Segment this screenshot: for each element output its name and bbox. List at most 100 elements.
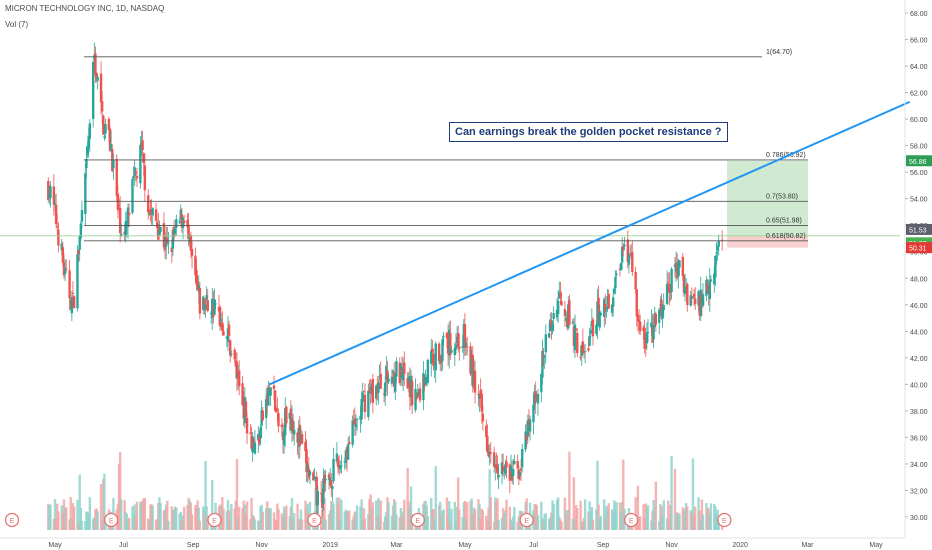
candle-body <box>253 442 257 454</box>
candle-body <box>637 319 641 323</box>
candle-body <box>701 294 705 306</box>
trendline[interactable] <box>269 100 911 386</box>
candle-body <box>124 220 127 237</box>
candle-body <box>133 167 136 176</box>
candle-body <box>178 221 181 223</box>
earnings-marker[interactable]: E <box>207 512 222 528</box>
volume-bar <box>646 505 650 530</box>
candle-body <box>87 135 90 149</box>
candle-body <box>293 429 296 435</box>
volume-bar <box>323 498 326 530</box>
volume-bar <box>615 501 618 530</box>
earnings-marker[interactable]: E <box>519 512 534 528</box>
x-tick-label: 2019 <box>322 542 338 549</box>
price-tag-current: 51.53 <box>906 223 932 235</box>
candle-body <box>291 420 295 434</box>
volume-bar <box>591 519 595 530</box>
candle-body <box>259 427 262 439</box>
volume-bar <box>556 497 560 530</box>
price-tag-stop: 50.31 <box>906 242 932 254</box>
candle-body <box>187 224 190 239</box>
candle-body <box>454 344 458 350</box>
candle-body <box>431 348 434 352</box>
candle-body <box>634 271 637 290</box>
candle-body <box>582 352 586 354</box>
candle-body <box>63 267 67 275</box>
ascending-trendline[interactable] <box>269 100 911 386</box>
candle-body <box>49 186 52 199</box>
candle-body <box>613 288 616 293</box>
candle-body <box>692 293 696 297</box>
x-tick-label: Nov <box>255 542 268 549</box>
x-tick-label: Sep <box>187 542 200 549</box>
volume-bar <box>211 479 214 530</box>
volume-bar <box>355 505 359 530</box>
candle-body <box>614 276 617 289</box>
earnings-marker[interactable]: E <box>104 512 119 528</box>
candle-body <box>85 158 88 168</box>
candle-body <box>430 350 433 364</box>
fib-label-0.7: 0.7(53.80) <box>766 193 798 200</box>
y-tick-label: 44.00 <box>910 329 928 336</box>
candle-body <box>173 228 177 234</box>
candle-body <box>272 385 276 390</box>
candle-body <box>395 361 398 377</box>
earnings-marker-label: E <box>312 518 317 525</box>
candle-body <box>563 309 567 317</box>
candle-body <box>213 299 216 315</box>
candle-body <box>306 464 309 472</box>
candle-body <box>99 73 103 103</box>
x-tick-label: Sep <box>597 542 610 549</box>
candle-body <box>72 296 76 309</box>
volume-bar <box>691 458 695 530</box>
volume-bar <box>426 516 430 530</box>
candle-body <box>626 239 629 263</box>
candle-body <box>667 282 670 284</box>
y-tick-label: 38.00 <box>910 409 928 416</box>
earnings-marker[interactable]: E <box>624 512 639 528</box>
annotation-callout[interactable]: Can earnings break the golden pocket res… <box>449 122 728 142</box>
candle-body <box>589 330 592 334</box>
candle-body <box>327 474 331 480</box>
candle-body <box>61 247 65 263</box>
volume-bar <box>603 499 606 530</box>
volume-bar <box>709 503 713 530</box>
candle-body <box>534 390 537 402</box>
earnings-marker-circle <box>519 512 534 528</box>
candle-body <box>112 159 115 169</box>
earnings-marker[interactable]: E <box>410 512 425 528</box>
earnings-marker[interactable]: E <box>307 512 322 528</box>
earnings-marker[interactable]: E <box>717 512 732 528</box>
volume-bar <box>642 504 645 530</box>
candle-body <box>528 419 532 432</box>
candle-body <box>485 425 488 438</box>
candle-body <box>86 146 89 155</box>
volume-bar <box>79 507 83 530</box>
price-tag-bg <box>906 242 932 254</box>
volume-bar <box>190 514 194 530</box>
volume-bar <box>237 506 241 530</box>
y-tick-label: 56.00 <box>910 170 928 177</box>
candle-body <box>526 420 530 437</box>
volume-bar <box>371 502 375 530</box>
volume-bar <box>103 473 106 530</box>
volume-bar <box>599 515 603 530</box>
volume-bar <box>49 504 52 530</box>
volume-bar <box>135 501 139 530</box>
candle-body <box>220 319 223 322</box>
candle-body <box>126 207 130 227</box>
volume-bar <box>662 500 665 530</box>
candle-body <box>79 223 83 239</box>
earnings-marker[interactable]: E <box>4 512 20 528</box>
volume-bar <box>197 507 200 530</box>
candle-body <box>335 453 339 462</box>
volume-bar <box>540 501 543 530</box>
volume-bar <box>489 497 492 530</box>
volume-bar <box>505 499 508 530</box>
candle-body <box>47 180 50 201</box>
candle-body <box>80 210 84 222</box>
candle-body <box>665 283 669 304</box>
candle-body <box>394 376 397 392</box>
